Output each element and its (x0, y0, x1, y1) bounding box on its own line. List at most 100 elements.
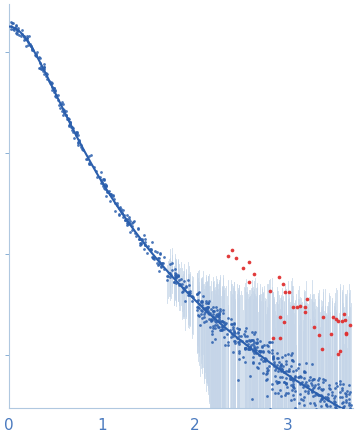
Point (74, 130, 79, 137)
Point (271, 355, 276, 362)
Point (276, 274, 282, 281)
Point (232, 329, 237, 336)
Point (110, 191, 115, 198)
Point (61, 107, 67, 114)
Point (107, 198, 113, 205)
Point (116, 205, 122, 212)
Point (283, 360, 289, 367)
Point (263, 377, 269, 384)
Point (214, 312, 220, 319)
Point (267, 406, 273, 413)
Point (290, 380, 296, 387)
Point (288, 352, 294, 359)
Point (102, 186, 108, 193)
Point (51, 85, 57, 92)
Point (262, 357, 268, 364)
Point (181, 285, 187, 292)
Point (214, 306, 220, 313)
Point (99, 179, 105, 186)
Point (205, 304, 211, 311)
Point (290, 357, 295, 364)
Point (326, 382, 331, 388)
Point (321, 378, 326, 385)
Point (65, 116, 70, 123)
Point (346, 400, 352, 407)
Point (196, 313, 202, 320)
Point (216, 311, 222, 318)
Point (200, 292, 206, 299)
Point (332, 399, 337, 406)
Point (318, 403, 323, 410)
Point (110, 193, 116, 200)
Point (124, 219, 130, 226)
Point (316, 380, 321, 387)
Point (102, 180, 107, 187)
Point (173, 272, 179, 279)
Point (99, 169, 104, 176)
Point (63, 108, 69, 114)
Point (292, 373, 298, 380)
Point (142, 241, 148, 248)
Point (206, 299, 211, 306)
Point (198, 299, 203, 306)
Point (232, 339, 238, 346)
Point (150, 254, 156, 261)
Point (211, 307, 216, 314)
Point (293, 418, 299, 425)
Point (290, 368, 296, 375)
Point (266, 338, 272, 345)
Point (79, 145, 85, 152)
Point (195, 303, 201, 310)
Point (305, 387, 311, 394)
Point (119, 210, 125, 217)
Point (277, 374, 283, 381)
Point (22, 35, 28, 42)
Point (205, 307, 211, 314)
Point (173, 274, 178, 281)
Point (21, 36, 26, 43)
Point (89, 152, 94, 159)
Point (303, 378, 309, 385)
Point (225, 314, 230, 321)
Point (179, 281, 185, 288)
Point (36, 53, 42, 60)
Point (233, 254, 239, 261)
Point (253, 349, 258, 356)
Point (32, 52, 38, 59)
Point (265, 347, 271, 354)
Point (14, 26, 19, 33)
Point (167, 270, 173, 277)
Point (320, 313, 326, 320)
Point (241, 330, 246, 337)
Point (235, 328, 241, 335)
Point (199, 297, 205, 304)
Point (181, 277, 186, 284)
Point (33, 52, 39, 59)
Point (337, 381, 343, 388)
Point (196, 301, 202, 308)
Point (242, 333, 248, 340)
Point (174, 274, 179, 281)
Point (290, 382, 295, 389)
Point (220, 319, 226, 326)
Point (301, 369, 306, 376)
Point (335, 351, 341, 358)
Point (290, 357, 296, 364)
Point (231, 319, 236, 326)
Point (274, 350, 280, 357)
Point (331, 398, 337, 405)
Point (104, 187, 110, 194)
Point (202, 308, 208, 315)
Point (340, 403, 346, 410)
Point (201, 311, 207, 318)
Point (167, 260, 172, 267)
Point (210, 307, 215, 314)
Point (282, 392, 287, 399)
Point (155, 261, 160, 268)
Point (282, 288, 288, 295)
Point (83, 155, 89, 162)
Point (44, 70, 50, 77)
Point (154, 249, 160, 256)
Point (61, 108, 67, 115)
Point (112, 200, 118, 207)
